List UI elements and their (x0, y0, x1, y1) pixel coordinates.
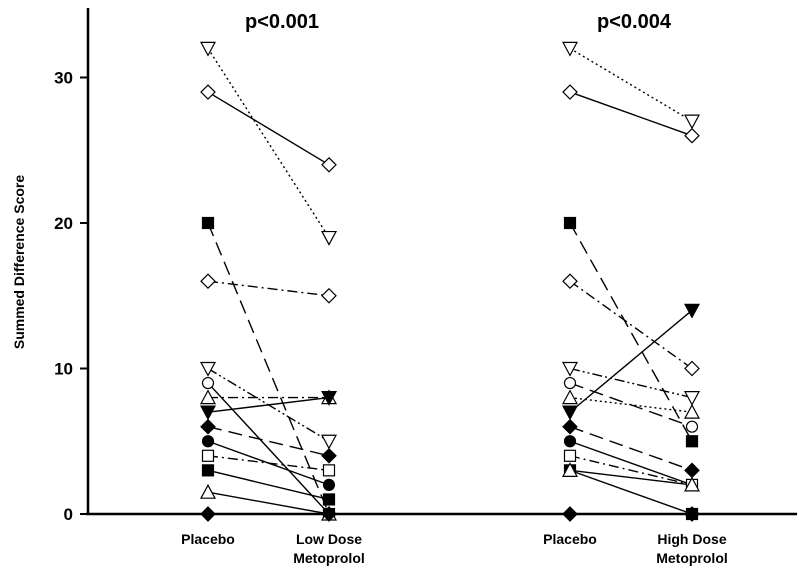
marker-diamond-filled (684, 462, 700, 479)
series-line (569, 367, 693, 399)
marker-diamond-open (684, 127, 700, 144)
series-line (207, 455, 330, 472)
marker-diamond-open (200, 273, 216, 290)
marker-triangle-down-open (320, 434, 338, 450)
series-line (207, 222, 330, 515)
category-label: High Dose Metoprolol (656, 531, 728, 566)
marker-square-filled (201, 216, 215, 230)
marker-triangle-down-open (320, 230, 338, 246)
marker-triangle-down-open (683, 391, 701, 406)
series-line (207, 382, 330, 515)
series-line (569, 222, 693, 442)
marker-triangle-up-open (561, 389, 579, 405)
series-line (207, 396, 330, 413)
marker-diamond-filled (200, 418, 216, 435)
marker-triangle-up-open (561, 462, 579, 477)
marker-circle-filled (563, 435, 577, 448)
marker-triangle-up-open (199, 389, 217, 405)
y-tick-label: 20 (54, 214, 73, 233)
marker-triangle-down-open (683, 114, 701, 130)
marker-square-filled (563, 216, 577, 230)
marker-triangle-up-open (683, 476, 701, 492)
category-label: Placebo (181, 531, 235, 547)
marker-diamond-filled (562, 418, 578, 435)
marker-diamond-open (562, 273, 578, 290)
series-lines (207, 47, 693, 515)
series-line (569, 47, 693, 122)
series-line (207, 91, 330, 166)
marker-triangle-up-open (199, 483, 217, 499)
marker-circle-filled (322, 478, 336, 491)
marker-triangle-down-open (199, 361, 217, 377)
marker-square-open (563, 449, 577, 462)
series-line (569, 440, 693, 486)
marker-diamond-filled (321, 447, 337, 464)
marker-triangle-down-filled (561, 405, 579, 421)
marker-triangle-up-open (683, 403, 701, 419)
category-label: Placebo (543, 531, 597, 547)
p-value-annotation-low-dose: p<0.001 (245, 11, 319, 33)
series-line (207, 491, 330, 515)
y-axis-label: Summed Difference Score (11, 175, 27, 349)
series-line (569, 309, 693, 413)
marker-square-open (322, 464, 336, 477)
marker-triangle-down-open (561, 361, 579, 377)
marker-circle-open (563, 376, 577, 390)
marker-diamond-open (684, 360, 700, 377)
marker-square-filled (201, 464, 215, 477)
y-tick-label: 0 (64, 505, 73, 524)
y-tick-label: 10 (54, 360, 73, 379)
marker-triangle-down-filled (320, 391, 338, 406)
marker-square-filled (322, 493, 336, 506)
marker-circle-filled (201, 435, 215, 448)
category-label: Low Dose Metoprolol (293, 531, 365, 566)
marker-circle-open (685, 420, 699, 433)
marker-diamond-open (200, 84, 216, 100)
marker-square-open (201, 449, 215, 462)
series-line (569, 91, 693, 137)
y-tick-label: 30 (54, 69, 73, 88)
marker-circle-open (201, 376, 215, 390)
series-line (207, 48, 330, 238)
series-markers (199, 41, 701, 522)
marker-triangle-down-filled (683, 303, 701, 319)
marker-triangle-down-filled (199, 405, 217, 421)
series-line (569, 469, 693, 515)
marker-triangle-down-open (199, 41, 217, 57)
series-line (207, 280, 330, 297)
series-line (569, 396, 693, 413)
marker-triangle-down-open (561, 41, 579, 57)
p-value-annotation-high-dose: p<0.004 (597, 11, 672, 33)
y-ticks: 0 10 20 30 (54, 69, 88, 524)
series-line (569, 469, 693, 486)
category-labels: Placebo Low Dose Metoprolol Placebo High Dos… (181, 514, 728, 566)
series-line (569, 455, 693, 486)
series-line (569, 426, 693, 472)
marker-diamond-open (562, 84, 578, 100)
marker-diamond-open (321, 287, 337, 304)
series-line (207, 469, 330, 501)
marker-diamond-open (321, 156, 337, 173)
marker-square-filled (685, 435, 699, 448)
series-line (569, 280, 693, 370)
